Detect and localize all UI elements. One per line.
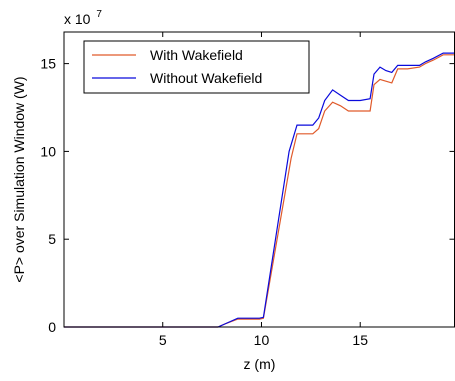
- y-multiplier-base: x 10: [64, 11, 91, 27]
- series-line-2: [64, 52, 455, 328]
- y-axis-label: <P> over Simulation Window (W): [11, 76, 27, 282]
- x-tick-label: 15: [352, 332, 368, 348]
- legend: With Wakefield Without Wakefield: [83, 40, 310, 94]
- y-tick-label: 5: [48, 231, 56, 247]
- legend-label-2: Without Wakefield: [150, 70, 262, 86]
- y-tick-label: 15: [40, 56, 56, 72]
- ticks-layer: 5 10 15 0 5 10 15: [40, 32, 455, 348]
- y-tick-label: 10: [40, 143, 56, 159]
- y-axis-multiplier: x 10 7: [64, 9, 102, 27]
- series-layer: [64, 52, 455, 328]
- x-tick-label: 5: [159, 332, 167, 348]
- x-tick-label: 10: [254, 332, 270, 348]
- legend-label-1: With Wakefield: [150, 47, 243, 63]
- legend-box: [83, 40, 310, 94]
- x-axis-label: z (m): [244, 356, 276, 372]
- series-line-1: [64, 54, 455, 328]
- y-multiplier-exponent: 7: [96, 9, 102, 20]
- y-tick-label: 0: [48, 319, 56, 335]
